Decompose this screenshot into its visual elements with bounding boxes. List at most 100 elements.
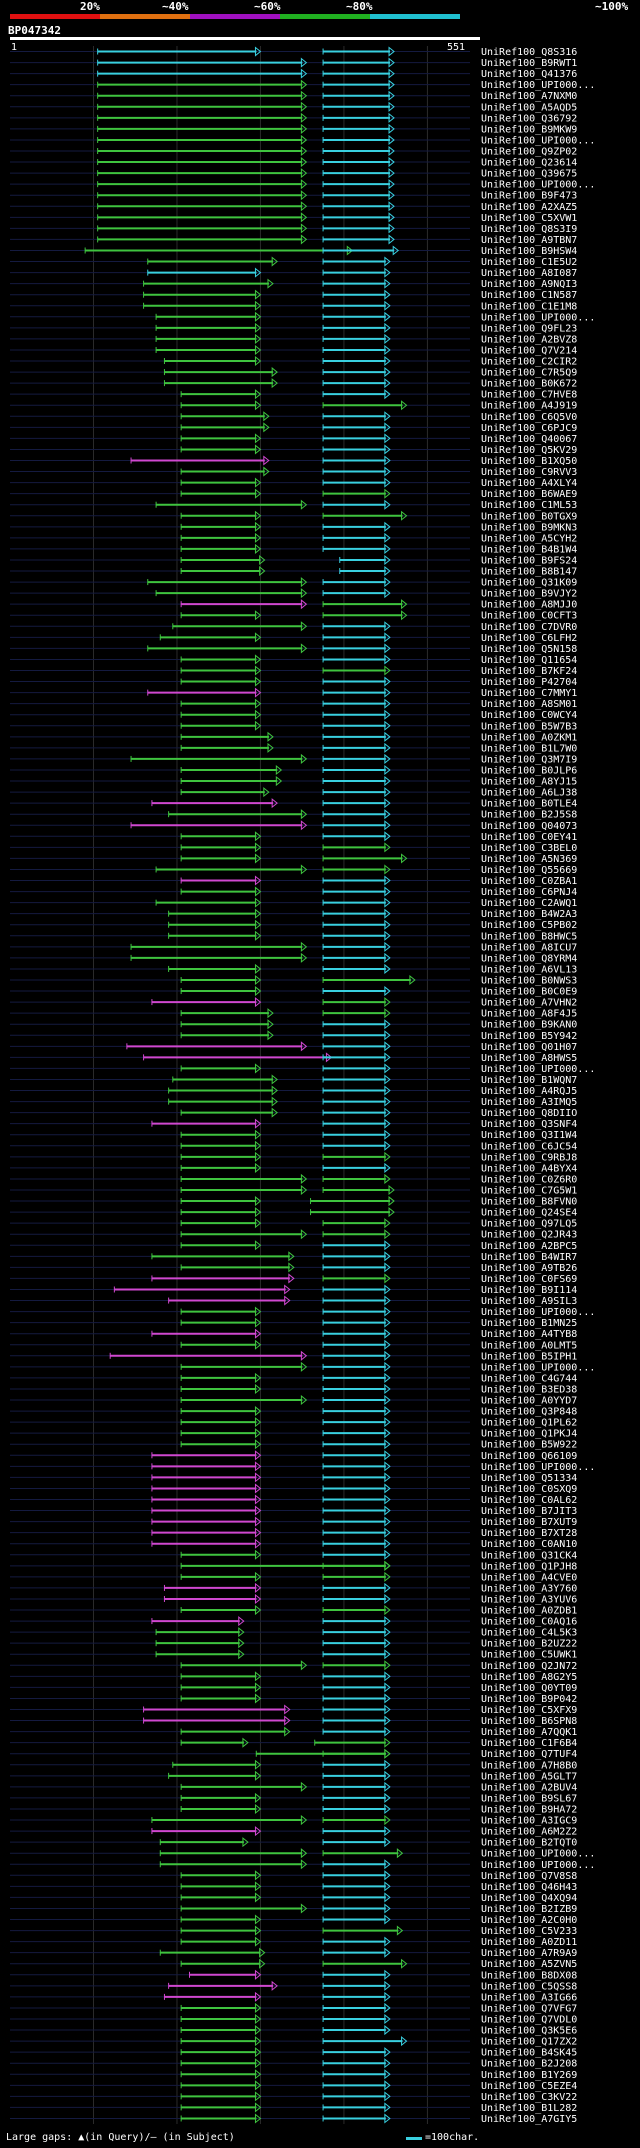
hit-label[interactable]: UniRef100_Q8YRM4 bbox=[481, 953, 577, 964]
hit-label[interactable]: UniRef100_C7G5W1 bbox=[481, 1186, 577, 1197]
hit-label[interactable]: UniRef100_A2BVZ8 bbox=[481, 334, 577, 345]
hit-label[interactable]: UniRef100_C0AN10 bbox=[481, 1539, 577, 1550]
hit-label[interactable]: UniRef100_A7VHN2 bbox=[481, 998, 577, 1009]
hit-label[interactable]: UniRef100_Q23614 bbox=[481, 158, 577, 169]
hit-label[interactable]: UniRef100_B5Y942 bbox=[481, 1031, 577, 1042]
hit-label[interactable]: UniRef100_UPI000... bbox=[481, 1362, 595, 1373]
hit-label[interactable]: UniRef100_B9VJY2 bbox=[481, 589, 577, 600]
hit-label[interactable]: UniRef100_C5QSS8 bbox=[481, 1981, 577, 1992]
hit-label[interactable]: UniRef100_Q7V8S8 bbox=[481, 1871, 577, 1882]
hit-label[interactable]: UniRef100_A6VL13 bbox=[481, 964, 577, 975]
hit-label[interactable]: UniRef100_A2BPC5 bbox=[481, 1241, 577, 1252]
hit-label[interactable]: UniRef100_B9MKN3 bbox=[481, 522, 577, 533]
hit-label[interactable]: UniRef100_A8F4J5 bbox=[481, 1009, 577, 1020]
hit-label[interactable]: UniRef100_A3YUV6 bbox=[481, 1594, 577, 1605]
hit-label[interactable]: UniRef100_UPI000... bbox=[481, 180, 595, 191]
hit-label[interactable]: UniRef100_A8HWS5 bbox=[481, 1053, 577, 1064]
hit-label[interactable]: UniRef100_B2J208 bbox=[481, 2059, 577, 2070]
hit-label[interactable]: UniRef100_B9HA72 bbox=[481, 1804, 577, 1815]
hit-label[interactable]: UniRef100_Q9ZP02 bbox=[481, 147, 577, 158]
hit-label[interactable]: UniRef100_B0NWS3 bbox=[481, 975, 577, 986]
hit-label[interactable]: UniRef100_C5V233 bbox=[481, 1926, 577, 1937]
hit-label[interactable]: UniRef100_Q11654 bbox=[481, 655, 577, 666]
hit-label[interactable]: UniRef100_B1Y269 bbox=[481, 2070, 577, 2081]
hit-label[interactable]: UniRef100_A6M2Z2 bbox=[481, 1827, 577, 1838]
hit-label[interactable]: UniRef100_Q3SNF4 bbox=[481, 1119, 577, 1130]
hit-label[interactable]: UniRef100_B7KF24 bbox=[481, 666, 577, 677]
hit-label[interactable]: UniRef100_Q31CK4 bbox=[481, 1550, 577, 1561]
hit-label[interactable]: UniRef100_Q3M7I9 bbox=[481, 754, 577, 765]
hit-label[interactable]: UniRef100_A5ZVN5 bbox=[481, 1959, 577, 1970]
hit-label[interactable]: UniRef100_C1N587 bbox=[481, 290, 577, 301]
hit-label[interactable]: UniRef100_Q5KV29 bbox=[481, 445, 577, 456]
hit-label[interactable]: UniRef100_B8DX08 bbox=[481, 1970, 577, 1981]
hit-label[interactable]: UniRef100_C9RVV3 bbox=[481, 467, 577, 478]
hit-label[interactable]: UniRef100_A2XAZ5 bbox=[481, 202, 577, 213]
hit-label[interactable]: UniRef100_B2IZB9 bbox=[481, 1904, 577, 1915]
hit-label[interactable]: UniRef100_A5CYH2 bbox=[481, 533, 577, 544]
hit-label[interactable]: UniRef100_B9KAN0 bbox=[481, 1020, 577, 1031]
hit-label[interactable]: UniRef100_C6JC54 bbox=[481, 1141, 577, 1152]
hit-label[interactable]: UniRef100_C0EY41 bbox=[481, 832, 577, 843]
hit-label[interactable]: UniRef100_Q5N158 bbox=[481, 644, 577, 655]
hit-label[interactable]: UniRef100_B3ED38 bbox=[481, 1384, 577, 1395]
hit-label[interactable]: UniRef100_B1XQ50 bbox=[481, 456, 577, 467]
hit-label[interactable]: UniRef100_A0LMT5 bbox=[481, 1340, 577, 1351]
hit-label[interactable]: UniRef100_Q7TUF4 bbox=[481, 1749, 577, 1760]
hit-label[interactable]: UniRef100_C0CFT3 bbox=[481, 611, 577, 622]
hit-label[interactable]: UniRef100_UPI000... bbox=[481, 80, 595, 91]
hit-label[interactable]: UniRef100_B2TQT0 bbox=[481, 1838, 577, 1849]
hit-label[interactable]: UniRef100_C7MMY1 bbox=[481, 688, 577, 699]
hit-label[interactable]: UniRef100_B4W2A3 bbox=[481, 909, 577, 920]
hit-label[interactable]: UniRef100_B0C0E9 bbox=[481, 987, 577, 998]
hit-label[interactable]: UniRef100_A2C0H0 bbox=[481, 1915, 577, 1926]
hit-label[interactable]: UniRef100_UPI000... bbox=[481, 1462, 595, 1473]
hit-label[interactable]: UniRef100_C1ML53 bbox=[481, 500, 577, 511]
hit-label[interactable]: UniRef100_C7DVR0 bbox=[481, 622, 577, 633]
hit-label[interactable]: UniRef100_Q17ZX2 bbox=[481, 2037, 577, 2048]
hit-label[interactable]: UniRef100_Q0YT09 bbox=[481, 1683, 577, 1694]
hit-label[interactable]: UniRef100_C5XFX9 bbox=[481, 1705, 577, 1716]
hit-label[interactable]: UniRef100_C0ZBA1 bbox=[481, 876, 577, 887]
hit-label[interactable]: UniRef100_C7R5Q9 bbox=[481, 368, 577, 379]
hit-label[interactable]: UniRef100_C4L5K3 bbox=[481, 1628, 577, 1639]
hit-label[interactable]: UniRef100_B5W922 bbox=[481, 1440, 577, 1451]
hit-label[interactable]: UniRef100_C5XVW1 bbox=[481, 213, 577, 224]
hit-label[interactable]: UniRef100_Q1PKJ4 bbox=[481, 1429, 577, 1440]
hit-label[interactable]: UniRef100_Q04073 bbox=[481, 821, 577, 832]
hit-label[interactable]: UniRef100_Q3I1W4 bbox=[481, 1130, 577, 1141]
hit-label[interactable]: UniRef100_Q3P848 bbox=[481, 1407, 577, 1418]
hit-label[interactable]: UniRef100_C0SXQ9 bbox=[481, 1484, 577, 1495]
hit-label[interactable]: UniRef100_C3KV22 bbox=[481, 2092, 577, 2103]
hit-label[interactable]: UniRef100_A4TYB8 bbox=[481, 1329, 577, 1340]
hit-label[interactable]: UniRef100_Q4XQ94 bbox=[481, 1893, 577, 1904]
hit-label[interactable]: UniRef100_Q24SE4 bbox=[481, 1208, 577, 1219]
hit-label[interactable]: UniRef100_B7XUT9 bbox=[481, 1517, 577, 1528]
hit-label[interactable]: UniRef100_A4CVE0 bbox=[481, 1572, 577, 1583]
hit-label[interactable]: UniRef100_B9SL67 bbox=[481, 1793, 577, 1804]
hit-label[interactable]: UniRef100_B7XT28 bbox=[481, 1528, 577, 1539]
hit-label[interactable]: UniRef100_B0TLE4 bbox=[481, 799, 577, 810]
hit-label[interactable]: UniRef100_A5N369 bbox=[481, 854, 577, 865]
hit-label[interactable]: UniRef100_A0ZDB1 bbox=[481, 1606, 577, 1617]
hit-label[interactable]: UniRef100_A8SM01 bbox=[481, 699, 577, 710]
hit-label[interactable]: UniRef100_Q51334 bbox=[481, 1473, 577, 1484]
hit-label[interactable]: UniRef100_Q2JN72 bbox=[481, 1661, 577, 1672]
hit-label[interactable]: UniRef100_Q01H07 bbox=[481, 1042, 577, 1053]
hit-label[interactable]: UniRef100_B6WAE9 bbox=[481, 489, 577, 500]
hit-label[interactable]: UniRef100_B9P042 bbox=[481, 1694, 577, 1705]
hit-label[interactable]: UniRef100_C2AWQ1 bbox=[481, 898, 577, 909]
hit-label[interactable]: UniRef100_A0ZD11 bbox=[481, 1937, 577, 1948]
hit-label[interactable]: UniRef100_A8MJJ0 bbox=[481, 600, 577, 611]
hit-label[interactable]: UniRef100_UPI000... bbox=[481, 135, 595, 146]
hit-label[interactable]: UniRef100_A8ICU7 bbox=[481, 942, 577, 953]
hit-label[interactable]: UniRef100_B9F473 bbox=[481, 191, 577, 202]
hit-label[interactable]: UniRef100_A4RQJ5 bbox=[481, 1086, 577, 1097]
hit-label[interactable]: UniRef100_A3Y760 bbox=[481, 1583, 577, 1594]
hit-label[interactable]: UniRef100_B0TGX9 bbox=[481, 511, 577, 522]
hit-label[interactable]: UniRef100_B1L7W0 bbox=[481, 743, 577, 754]
hit-label[interactable]: UniRef100_A4XLY4 bbox=[481, 478, 577, 489]
hit-label[interactable]: UniRef100_C0FS69 bbox=[481, 1274, 577, 1285]
hit-label[interactable]: UniRef100_A7GIY5 bbox=[481, 2114, 577, 2125]
hit-label[interactable]: UniRef100_A9TB26 bbox=[481, 1263, 577, 1274]
